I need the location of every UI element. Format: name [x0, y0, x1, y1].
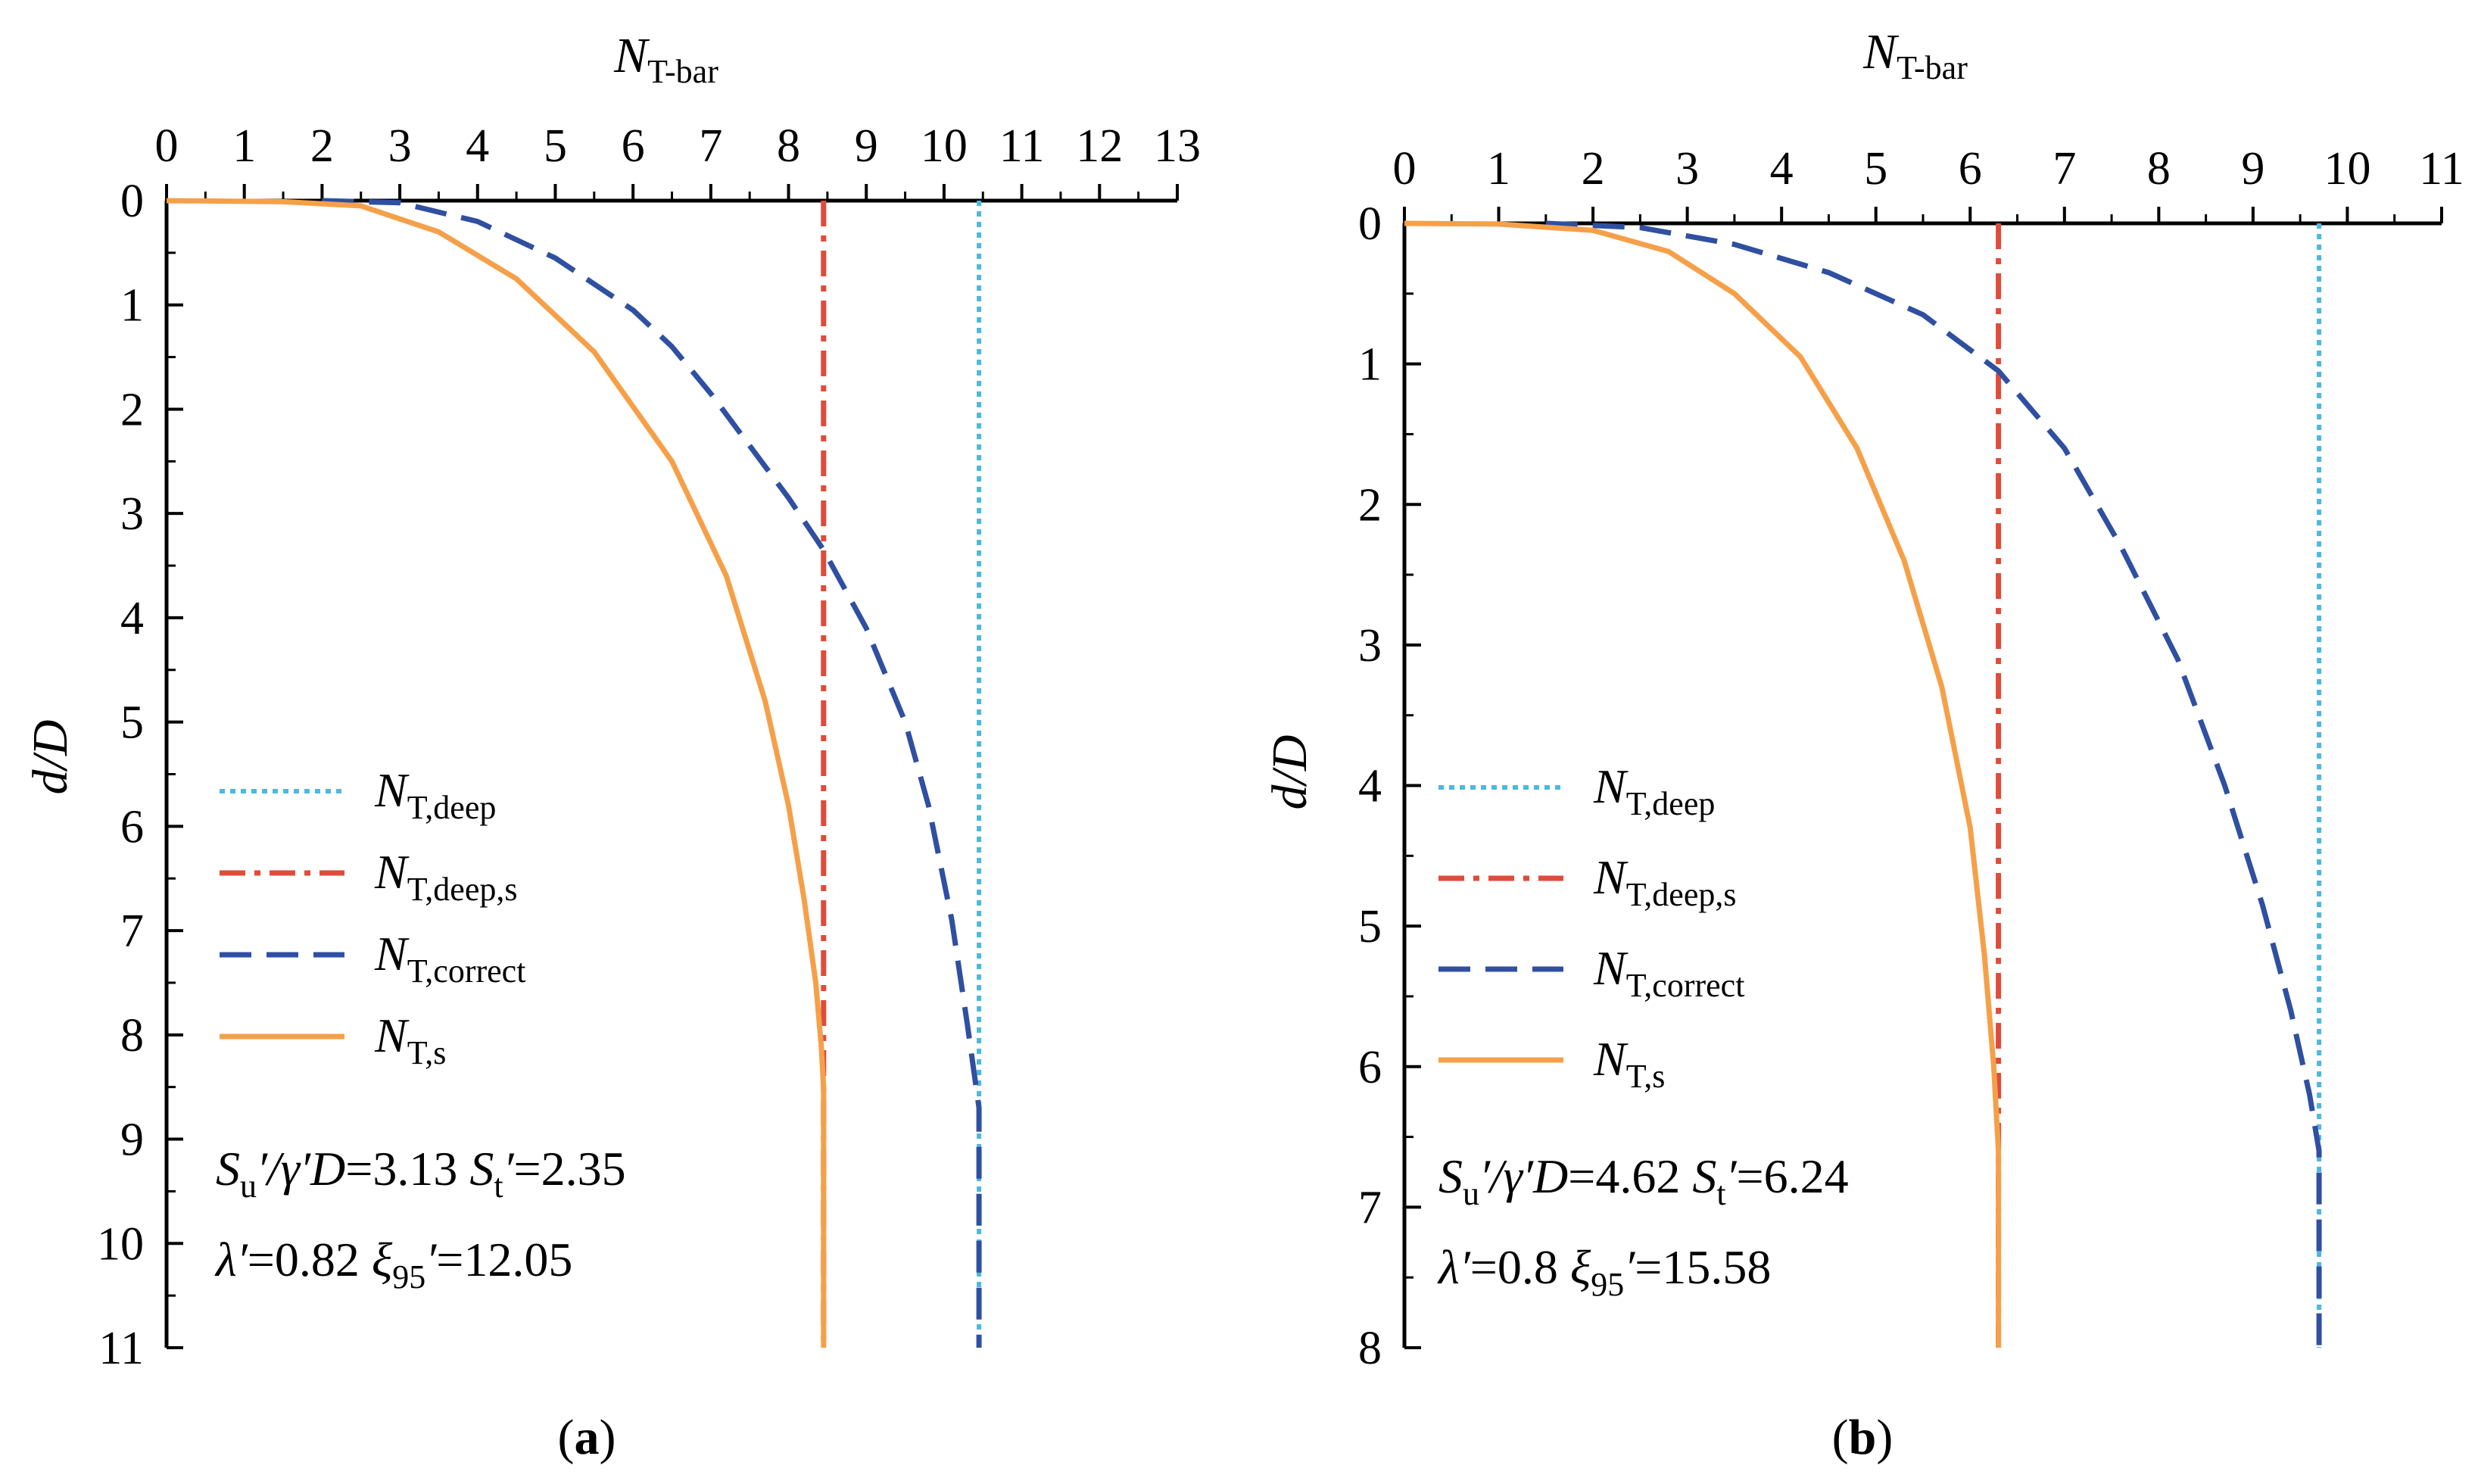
- y-tick-label: 10: [97, 1218, 144, 1270]
- x-tick-label: 4: [466, 120, 489, 172]
- y-tick-label: 2: [120, 384, 144, 435]
- x-tick-label: 12: [1076, 120, 1123, 172]
- x-tick-label: 1: [1487, 143, 1510, 195]
- x-tick-label: 7: [2052, 143, 2076, 195]
- legend-label: NT,s: [374, 1009, 446, 1071]
- legend-label: NT,deep: [1593, 759, 1715, 822]
- y-tick-label: 4: [1358, 761, 1382, 812]
- y-tick-label: 1: [120, 280, 144, 332]
- y-axis-title: d/D: [23, 720, 78, 795]
- x-tick-label: 8: [2147, 143, 2171, 195]
- x-axis-title: NT-bar: [1862, 24, 1968, 86]
- y-tick-label: 4: [120, 593, 144, 644]
- x-tick-label: 4: [1770, 143, 1794, 195]
- x-tick-label: 2: [310, 120, 334, 172]
- legend-label: NT,s: [1593, 1032, 1665, 1095]
- x-tick-label: 2: [1582, 143, 1605, 195]
- x-tick-label: 9: [855, 120, 878, 172]
- y-tick-label: 6: [1358, 1042, 1382, 1093]
- x-tick-label: 8: [777, 120, 800, 172]
- y-tick-label: 8: [1358, 1323, 1382, 1374]
- y-tick-label: 3: [1358, 620, 1382, 672]
- x-tick-label: 10: [921, 120, 968, 172]
- y-tick-label: 7: [120, 906, 144, 957]
- param-text: Su​′/γ′D=4.62 St​′=6.24: [1438, 1149, 1849, 1212]
- x-tick-label: 6: [1959, 143, 1982, 195]
- y-tick-label: 9: [120, 1115, 144, 1166]
- x-tick-label: 6: [622, 120, 645, 172]
- series-line-t-s: [166, 198, 827, 1348]
- param-text: λ′=0.8 ξ95​′=15.58: [1437, 1240, 1771, 1303]
- legend: NT,deep NT,deep,s NT,correct NT,s: [220, 763, 525, 1071]
- param-text: λ′=0.82 ξ95​′=12.05: [214, 1233, 572, 1295]
- y-tick-label: 1: [1358, 339, 1382, 391]
- y-tick-label: 0: [1358, 198, 1382, 250]
- legend-label: NT,deep,s: [1593, 850, 1736, 913]
- x-tick-label: 9: [2241, 143, 2264, 195]
- y-tick-label: 6: [120, 801, 144, 853]
- series-line-t-correct: [322, 198, 982, 1348]
- x-tick-label: 5: [544, 120, 567, 172]
- y-tick-label: 2: [1358, 479, 1382, 531]
- y-tick-label: 11: [98, 1323, 144, 1374]
- x-tick-label: 11: [999, 120, 1045, 172]
- legend-label: NT,deep: [374, 763, 496, 826]
- y-tick-label: 3: [120, 488, 144, 540]
- x-tick-label: 13: [1154, 120, 1201, 172]
- legend-label: NT,correct: [1593, 941, 1744, 1004]
- legend-label: NT,correct: [374, 927, 525, 990]
- y-tick-label: 7: [1358, 1182, 1382, 1233]
- y-tick-label: 0: [120, 176, 144, 227]
- x-axis-title: NT-bar: [613, 28, 718, 90]
- y-tick-label: 8: [120, 1010, 144, 1062]
- x-tick-label: 11: [2419, 143, 2464, 195]
- series-line-t-s: [1404, 220, 2002, 1348]
- legend: NT,deep NT,deep,s NT,correct NT,s: [1438, 759, 1744, 1095]
- x-tick-label: 10: [2324, 143, 2370, 195]
- y-tick-label: 5: [1358, 901, 1382, 952]
- panel-label: (b): [1832, 1410, 1893, 1465]
- y-tick-label: 5: [120, 697, 144, 749]
- panel-label: (a): [558, 1410, 616, 1465]
- param-text: Su​′/γ′D=3.13 St​′=2.35: [216, 1142, 626, 1205]
- legend-label: NT,deep,s: [374, 845, 517, 908]
- chart-panel-a: 0 1 2 3 4 5 6 7 8 9 10 11 12 1301234567891011NT-bard/…: [23, 28, 1201, 1465]
- y-axis-title: d/D: [1262, 735, 1317, 810]
- x-tick-label: 3: [1675, 143, 1699, 195]
- x-tick-label: 3: [388, 120, 412, 172]
- x-tick-label: 7: [699, 120, 722, 172]
- x-tick-label: 0: [155, 120, 179, 172]
- x-tick-label: 5: [1864, 143, 1887, 195]
- x-tick-label: 1: [232, 120, 256, 172]
- x-tick-label: 0: [1393, 143, 1417, 195]
